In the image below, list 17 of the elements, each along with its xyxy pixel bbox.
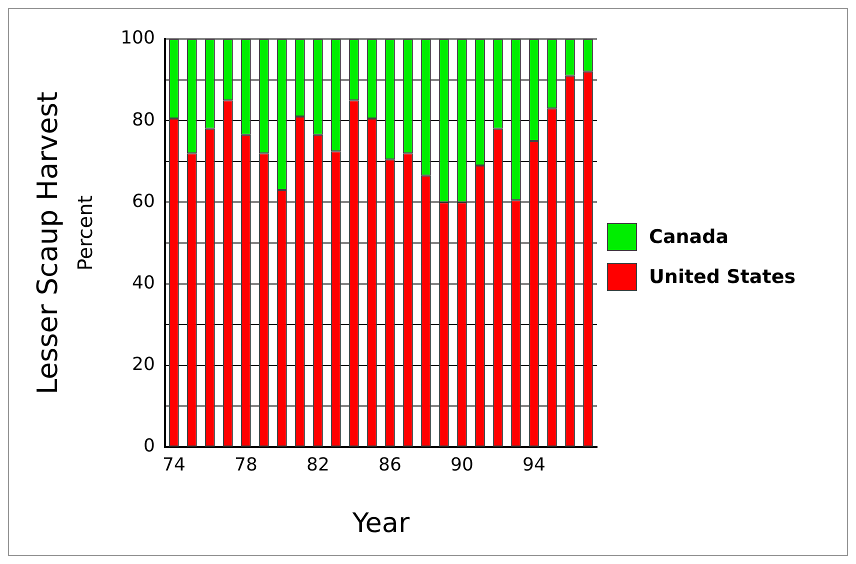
x-tick-label: 74 (162, 454, 186, 476)
x-axis-title: Year (351, 508, 410, 539)
x-tick-label: 90 (450, 454, 474, 476)
legend-label: United States (649, 266, 796, 288)
x-tick-label: 86 (378, 454, 402, 476)
y-tick-label: 100 (120, 28, 155, 49)
x-tick-label: 78 (234, 454, 258, 476)
y-tick-label: 0 (144, 436, 155, 457)
x-tick-label: 82 (306, 454, 330, 476)
x-tick-label: 94 (522, 454, 546, 476)
text: Percent (73, 195, 98, 271)
y-axis-title: Lesser Scaup Harvest (31, 91, 64, 394)
y-tick-label: 40 (132, 272, 155, 294)
y-tick-label: 60 (132, 190, 155, 212)
y-tick-label: 80 (132, 109, 155, 130)
y-tick-label: 20 (132, 354, 155, 376)
legend-label: Canada (649, 226, 729, 248)
